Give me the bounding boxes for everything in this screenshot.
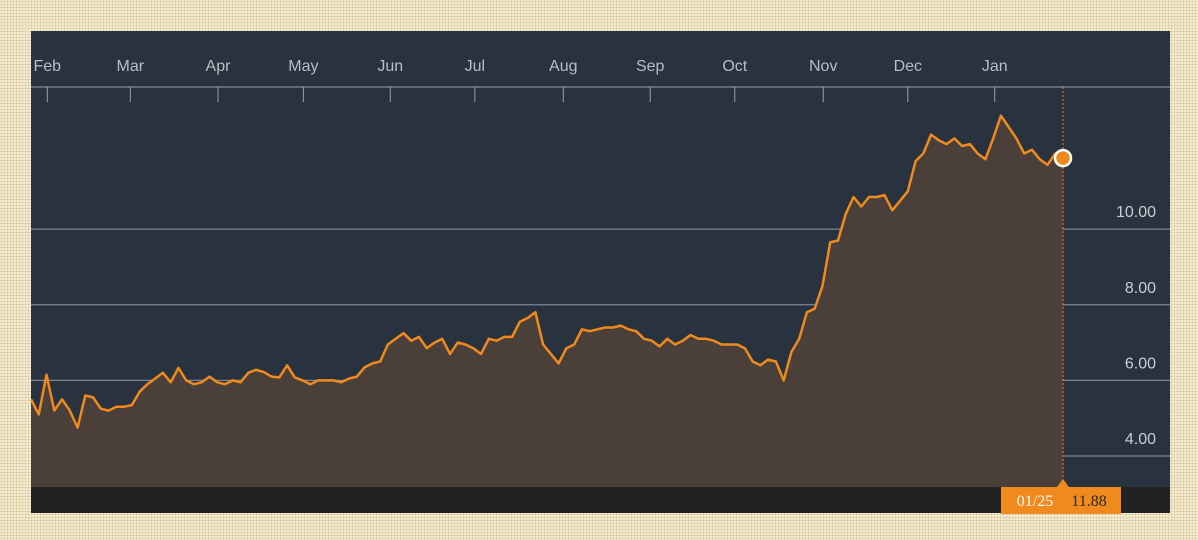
- x-tick-label: Oct: [722, 58, 747, 75]
- x-tick-label: Nov: [809, 58, 837, 75]
- y-tick-label: 6.00: [1125, 355, 1156, 372]
- y-tick-label: 8.00: [1125, 280, 1156, 297]
- current-date: 01/25: [1017, 493, 1053, 510]
- current-value: 11.88: [1071, 493, 1106, 510]
- x-tick-label: Jan: [982, 58, 1008, 75]
- current-label-box: [1001, 487, 1121, 514]
- x-tick-label: Feb: [34, 58, 62, 75]
- x-tick-label: Jul: [465, 58, 485, 75]
- x-tick-label: Sep: [636, 58, 665, 75]
- x-tick-label: Jun: [377, 58, 403, 75]
- x-tick-label: Apr: [206, 58, 232, 75]
- x-tick-label: Mar: [117, 58, 145, 75]
- area: [31, 115, 1063, 487]
- x-tick-label: May: [288, 58, 318, 75]
- line: [29, 114, 1064, 429]
- label-pointer: [1057, 479, 1069, 487]
- x-tick-label: Aug: [549, 58, 577, 75]
- x-tick-label: Dec: [894, 58, 922, 75]
- y-tick-label: 4.00: [1125, 431, 1156, 448]
- y-tick-label: 10.00: [1116, 204, 1156, 221]
- current-marker: [1053, 148, 1073, 168]
- bottom-strip: [31, 487, 1170, 513]
